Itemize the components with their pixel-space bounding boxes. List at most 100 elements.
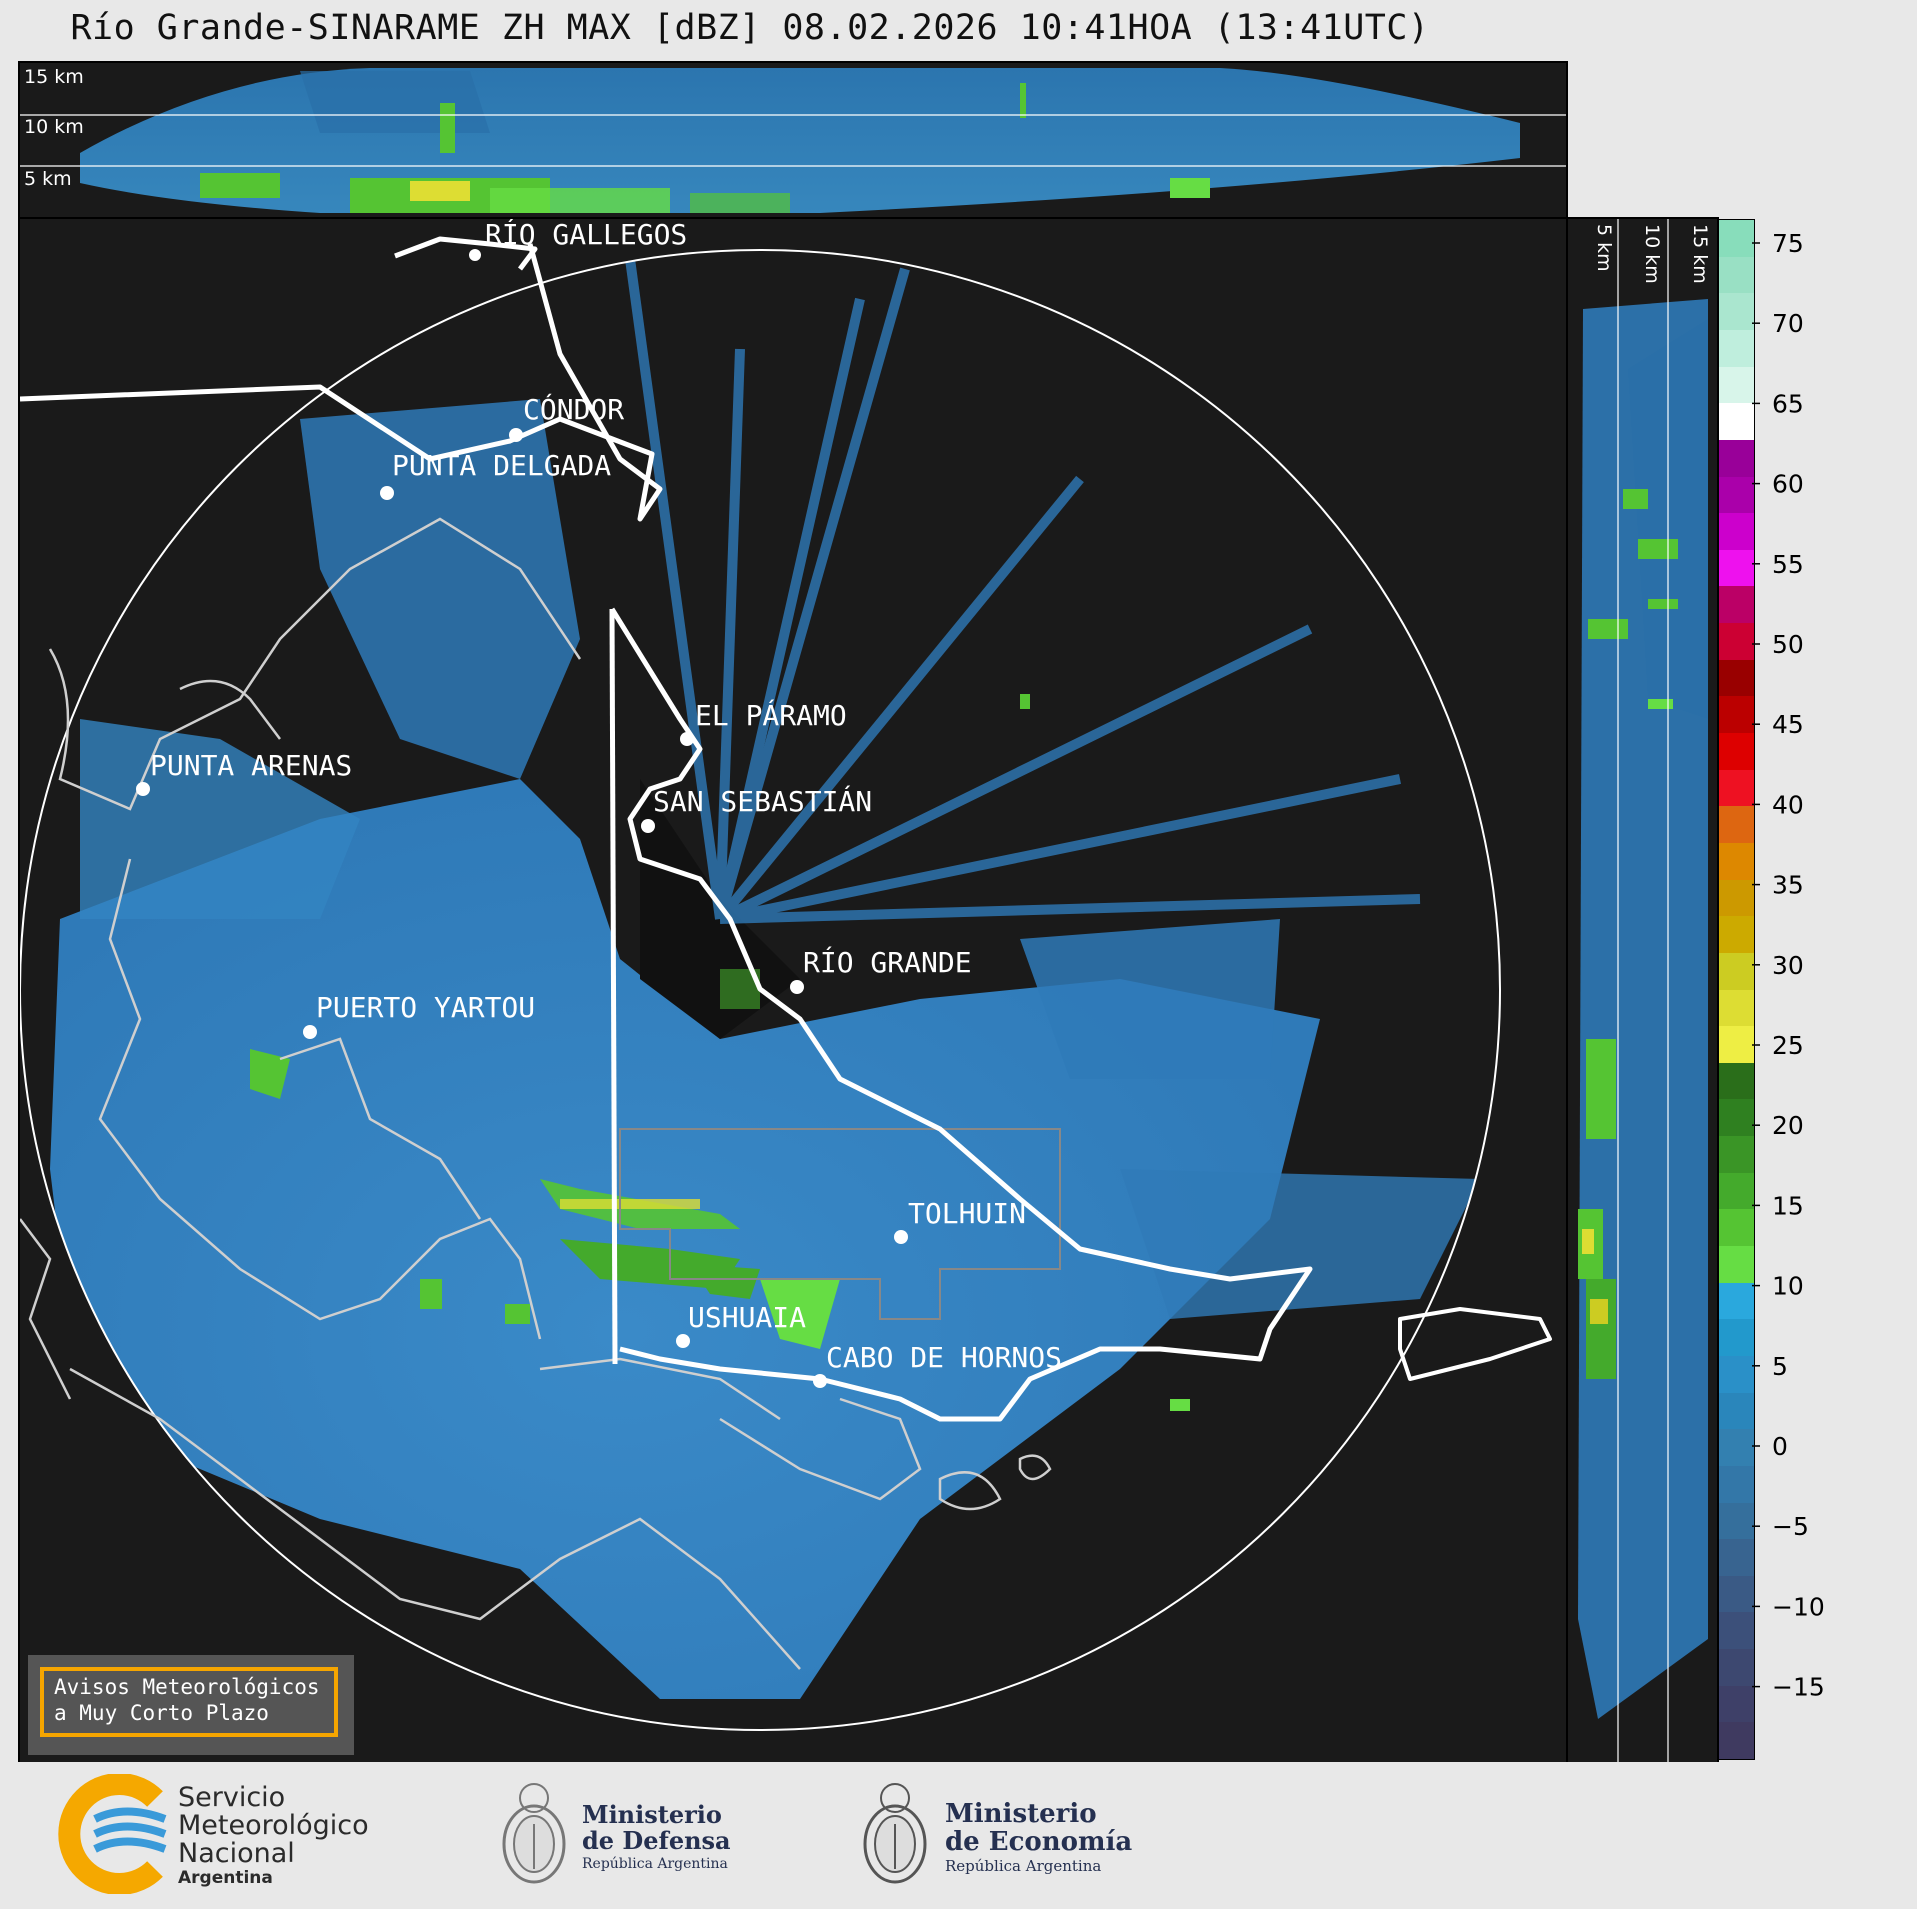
- colorbar-segment: [1719, 1136, 1754, 1174]
- colorbar-segment: [1719, 1539, 1754, 1577]
- colorbar-segment: [1719, 403, 1754, 441]
- colorbar-segment: [1719, 366, 1754, 404]
- colorbar-tick-label: −10: [1772, 1592, 1825, 1621]
- defensa-title-2: de Defensa: [582, 1826, 731, 1855]
- colorbar-tick-label: 0: [1772, 1432, 1788, 1461]
- top-label-10km: 10 km: [24, 116, 84, 138]
- dbz-colorbar: [1718, 219, 1755, 1760]
- colorbar-segment: [1719, 476, 1754, 514]
- city-markers: [136, 249, 908, 1388]
- top-height-profile: 15 km 10 km 5 km: [18, 61, 1568, 219]
- coastlines: [20, 517, 1052, 1670]
- range-ring: [20, 249, 1501, 1731]
- smn-country: Argentina: [178, 1868, 273, 1888]
- city-label-rio-gallegos: RÍO GALLEGOS: [485, 219, 687, 251]
- map-title: Río Grande-SINARAME ZH MAX [dBZ] 08.02.2…: [70, 8, 1430, 48]
- echo-coverage: [50, 258, 1480, 1699]
- colorbar-tick-label: 50: [1772, 630, 1804, 659]
- colorbar-tick-label: 70: [1772, 309, 1804, 338]
- coat-of-arms-icon: [502, 1783, 566, 1884]
- colorbar-tick-label: 10: [1772, 1272, 1804, 1301]
- colorbar-segment: [1719, 1026, 1754, 1064]
- colorbar-segment: [1719, 1722, 1754, 1760]
- top-label-5km: 5 km: [24, 168, 72, 190]
- colorbar-tick-label: 5: [1772, 1352, 1788, 1381]
- legend-line-1: Avisos Meteorológicos: [54, 1675, 320, 1699]
- smn-name-1: Servicio: [178, 1782, 286, 1813]
- city-label-el-paramo: EL PÁRAMO: [695, 698, 847, 732]
- colorbar-segment: [1719, 1465, 1754, 1503]
- city-label-rio-grande: RÍO GRANDE: [803, 945, 972, 979]
- legend-line-2: a Muy Corto Plazo: [54, 1701, 269, 1725]
- colorbar-segment: [1719, 256, 1754, 294]
- colorbar-segment: [1719, 1282, 1754, 1320]
- colorbar-tick-label: 60: [1772, 470, 1804, 499]
- colorbar-segment: [1719, 659, 1754, 697]
- colorbar-segment: [1719, 329, 1754, 368]
- colorbar-segment: [1719, 220, 1754, 258]
- colorbar-tick-label: 40: [1772, 790, 1804, 819]
- city-label-ushuaia: USHUAIA: [688, 1301, 806, 1334]
- colorbar-segment: [1719, 916, 1754, 954]
- colorbar-segment: [1719, 1392, 1754, 1430]
- side-label-15km: 15 km: [1689, 224, 1711, 284]
- city-label-condor: CÓNDOR: [523, 392, 624, 426]
- city-label-punta-delgada: PUNTA DELGADA: [392, 449, 611, 482]
- colorbar-segment: [1719, 1209, 1754, 1247]
- side-label-5km: 5 km: [1593, 224, 1615, 272]
- side-height-profile: 5 km 10 km 15 km: [1566, 217, 1719, 1764]
- city-label-tolhuin: TOLHUIN: [908, 1197, 1026, 1230]
- footer-logos: Servicio Meteorológico Nacional Argentin…: [0, 1762, 1917, 1909]
- colorbar-segment: [1719, 623, 1754, 661]
- colorbar-tick-label: 65: [1772, 389, 1804, 418]
- coat-of-arms-icon-2: [863, 1783, 927, 1884]
- colorbar-segment: [1719, 1649, 1754, 1687]
- colorbar-segment: [1719, 1172, 1754, 1210]
- colorbar-segment: [1719, 586, 1754, 624]
- economia-title-1: Ministerio: [945, 1799, 1097, 1829]
- colorbar-segment: [1719, 293, 1754, 331]
- defensa-title-1: Ministerio: [582, 1800, 722, 1829]
- colorbar-segment: [1719, 1246, 1754, 1284]
- colorbar-segment: [1719, 1355, 1754, 1394]
- defensa-country: República Argentina: [582, 1856, 728, 1872]
- colorbar-segment: [1719, 1429, 1754, 1467]
- colorbar-tick-label: −5: [1772, 1512, 1809, 1541]
- side-label-10km: 10 km: [1641, 224, 1663, 284]
- colorbar-segment: [1719, 513, 1754, 551]
- colorbar-segment: [1719, 1099, 1754, 1137]
- colorbar-segment: [1719, 989, 1754, 1027]
- colorbar-segment: [1719, 879, 1754, 917]
- colorbar-tick-label: 30: [1772, 951, 1804, 980]
- colorbar-tick-label: 75: [1772, 229, 1804, 258]
- colorbar-tick-label: 45: [1772, 710, 1804, 739]
- colorbar-tick-label: −15: [1772, 1673, 1825, 1702]
- top-label-15km: 15 km: [24, 66, 84, 88]
- colorbar-segment: [1719, 1575, 1754, 1613]
- city-label-cabo-de-hornos: CABO DE HORNOS: [826, 1341, 1062, 1374]
- colorbar-segment: [1719, 842, 1754, 881]
- colorbar-segment: [1719, 1685, 1754, 1723]
- smn-name-2: Meteorológico: [178, 1810, 369, 1841]
- colorbar-tick-label: 15: [1772, 1191, 1804, 1220]
- borders: [20, 236, 1552, 1422]
- city-label-puerto-yartou: PUERTO YARTOU: [316, 991, 535, 1024]
- city-label-san-sebastian: SAN SEBASTIÁN: [653, 784, 872, 818]
- smn-name-3: Nacional: [178, 1838, 295, 1869]
- colorbar-tick-label: 35: [1772, 871, 1804, 900]
- radar-map-panel[interactable]: RÍO GALLEGOS CÓNDOR PUNTA DELGADA EL PÁR…: [18, 217, 1568, 1764]
- colorbar-segment: [1719, 806, 1754, 844]
- colorbar-tick-label: 55: [1772, 550, 1804, 579]
- colorbar-segment: [1719, 1319, 1754, 1357]
- colorbar-segment: [1719, 733, 1754, 771]
- colorbar-segment: [1719, 1612, 1754, 1650]
- smn-logo-icon: [58, 1774, 167, 1894]
- warning-legend: Avisos Meteorológicos a Muy Corto Plazo: [28, 1655, 354, 1755]
- colorbar-segment: [1719, 696, 1754, 734]
- colorbar-segment: [1719, 1502, 1754, 1540]
- colorbar-segment: [1719, 549, 1754, 587]
- colorbar-segment: [1719, 952, 1754, 990]
- colorbar-tick-label: 20: [1772, 1111, 1804, 1140]
- province-boundary: [619, 1128, 1061, 1320]
